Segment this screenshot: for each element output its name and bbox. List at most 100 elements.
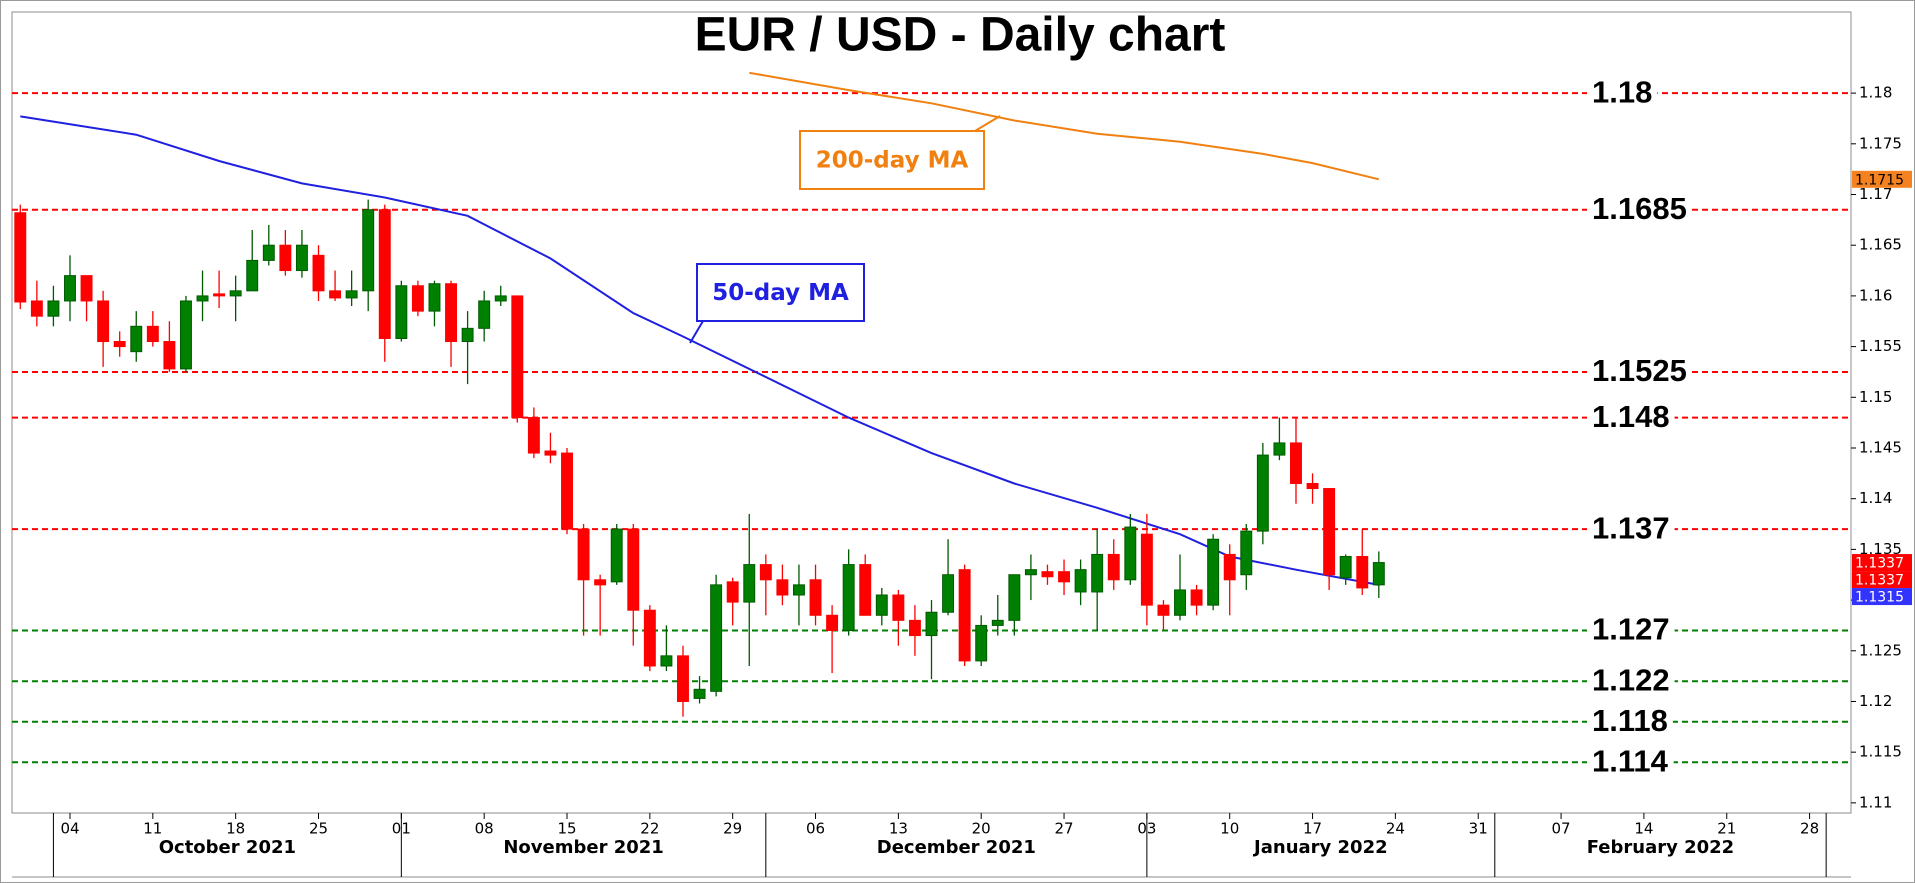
x-tick-label: 28	[1800, 820, 1819, 838]
candle-body	[594, 579, 607, 586]
candle-body	[677, 655, 689, 702]
x-tick-label: 10	[1220, 820, 1239, 838]
candle-body	[345, 290, 358, 299]
candle-body	[329, 290, 342, 299]
candle-body	[942, 574, 955, 613]
candle-body	[378, 209, 391, 339]
annotation-pointer	[974, 115, 1001, 132]
level-label-bg	[1587, 702, 1673, 738]
level-label-bg	[1587, 510, 1675, 546]
candle-body	[776, 579, 789, 596]
candle-body	[1091, 553, 1104, 593]
candle-body	[1290, 442, 1302, 484]
y-tick-label: 1.14	[1859, 489, 1892, 507]
annotation-label: 200-day MA	[816, 148, 969, 174]
chart-title: EUR / USD - Daily chart	[695, 9, 1226, 62]
y-tick-label: 1.16	[1859, 286, 1892, 304]
candle-body	[1323, 488, 1336, 576]
candle-body	[395, 285, 408, 339]
candle-body	[1074, 569, 1087, 593]
candle-body	[975, 624, 988, 662]
candle-body	[643, 609, 656, 667]
candle-body	[561, 452, 573, 530]
candle-body	[577, 528, 590, 581]
price-tag-label: 1.1315	[1855, 590, 1904, 606]
y-tick-label: 1.15	[1859, 388, 1892, 406]
candle-body	[826, 614, 839, 631]
x-tick-label: 20	[972, 820, 991, 838]
candle-body	[1107, 553, 1120, 581]
candle-body	[842, 564, 855, 631]
candle-body	[792, 584, 805, 596]
month-label: October 2021	[159, 837, 296, 858]
candle-body	[759, 564, 772, 581]
candle-body	[478, 300, 491, 329]
y-tick-label: 1.125	[1859, 641, 1902, 659]
x-tick-label: 11	[143, 820, 162, 838]
candle-body	[494, 295, 507, 302]
candle-body	[229, 290, 242, 297]
candle-body	[14, 212, 27, 303]
y-tick-label: 1.175	[1859, 134, 1902, 152]
annotation-pointer	[689, 320, 704, 344]
candle-body	[163, 341, 176, 370]
candle-body	[511, 295, 524, 419]
month-label: February 2022	[1587, 837, 1734, 858]
x-tick-label: 04	[60, 820, 79, 838]
candle-body	[544, 450, 557, 456]
x-tick-label: 27	[1054, 820, 1073, 838]
price-tag-label: 1.1337	[1855, 573, 1904, 589]
level-label-bg	[1587, 353, 1692, 389]
candle-body	[1372, 562, 1385, 586]
candle-body	[1058, 571, 1071, 583]
candle-body	[97, 300, 110, 343]
moving-average-line	[749, 71, 1380, 181]
candle-body	[246, 259, 259, 292]
annotation-box	[799, 130, 985, 190]
y-tick-label: 1.145	[1859, 438, 1902, 456]
level-label: 1.1685	[1592, 191, 1687, 226]
moving-average-line	[20, 115, 1379, 586]
candle-body	[411, 285, 424, 312]
candle-body	[461, 327, 474, 343]
level-label-bg	[1587, 662, 1675, 698]
candle-body	[726, 581, 739, 603]
level-label-bg	[1587, 74, 1658, 110]
y-tick-label: 1.12	[1859, 692, 1892, 710]
candle-body	[362, 209, 375, 292]
candle-body	[30, 300, 43, 317]
y-tick-label: 1.135	[1859, 540, 1902, 558]
level-label: 1.114	[1592, 743, 1669, 778]
annotation-box	[696, 263, 865, 322]
candle-body	[743, 564, 756, 603]
candle-body	[1339, 555, 1352, 579]
candle-body	[1157, 604, 1170, 616]
price-tag	[1852, 571, 1912, 589]
candle-body	[1356, 555, 1369, 589]
level-label-bg	[1587, 611, 1675, 647]
x-tick-label: 25	[309, 820, 328, 838]
level-label: 1.148	[1592, 399, 1670, 434]
candle-body	[1140, 533, 1153, 606]
candle-body	[179, 300, 192, 370]
candle-body	[295, 244, 308, 272]
x-tick-label: 14	[1634, 820, 1653, 838]
candle-body	[1306, 482, 1319, 490]
candle-body	[1124, 526, 1137, 581]
candle-body	[279, 244, 292, 272]
candle-body	[1240, 530, 1253, 576]
y-tick-label: 1.11	[1859, 793, 1892, 811]
price-tag	[1852, 554, 1912, 572]
candle-body	[1174, 589, 1186, 616]
candle-body	[925, 611, 938, 637]
candle-body	[908, 619, 921, 637]
candle-body	[892, 594, 905, 621]
plot-area	[11, 11, 1852, 814]
candle-body	[958, 569, 971, 662]
candle-body	[196, 295, 209, 302]
y-tick-label: 1.165	[1859, 236, 1902, 254]
x-tick-label: 18	[226, 820, 245, 838]
y-tick-label: 1.18	[1859, 84, 1892, 102]
candle-body	[610, 528, 623, 583]
